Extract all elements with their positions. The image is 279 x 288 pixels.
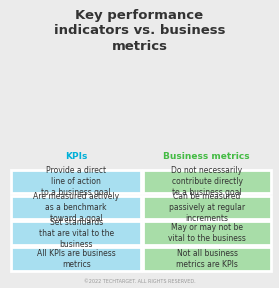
FancyBboxPatch shape (143, 170, 271, 193)
Text: Do not necessarily
contribute directly
to a business goal: Do not necessarily contribute directly t… (172, 166, 242, 197)
Text: Provide a direct
line of action
to a business goal: Provide a direct line of action to a bus… (41, 166, 111, 197)
Text: Not all business
metrics are KPIs: Not all business metrics are KPIs (176, 249, 238, 269)
FancyBboxPatch shape (143, 221, 271, 245)
Text: All KPIs are business
metrics: All KPIs are business metrics (37, 249, 116, 269)
Text: ©2022 TECHTARGET. ALL RIGHTS RESERVED.: ©2022 TECHTARGET. ALL RIGHTS RESERVED. (84, 279, 195, 284)
Text: Can be measured
passively at regular
increments: Can be measured passively at regular inc… (169, 192, 245, 223)
FancyBboxPatch shape (11, 247, 141, 271)
FancyBboxPatch shape (143, 196, 271, 219)
FancyBboxPatch shape (11, 221, 141, 245)
Text: Are measured actively
as a benchmark
toward a goal: Are measured actively as a benchmark tow… (33, 192, 119, 223)
FancyBboxPatch shape (11, 196, 141, 219)
Text: May or may not be
vital to the business: May or may not be vital to the business (168, 223, 246, 243)
Text: Set standards
that are vital to the
business: Set standards that are vital to the busi… (39, 218, 114, 249)
Text: Key performance
indicators vs. business
metrics: Key performance indicators vs. business … (54, 9, 225, 53)
FancyBboxPatch shape (11, 170, 141, 193)
FancyBboxPatch shape (143, 247, 271, 271)
Text: Business metrics: Business metrics (163, 152, 250, 161)
Text: KPIs: KPIs (66, 152, 88, 161)
